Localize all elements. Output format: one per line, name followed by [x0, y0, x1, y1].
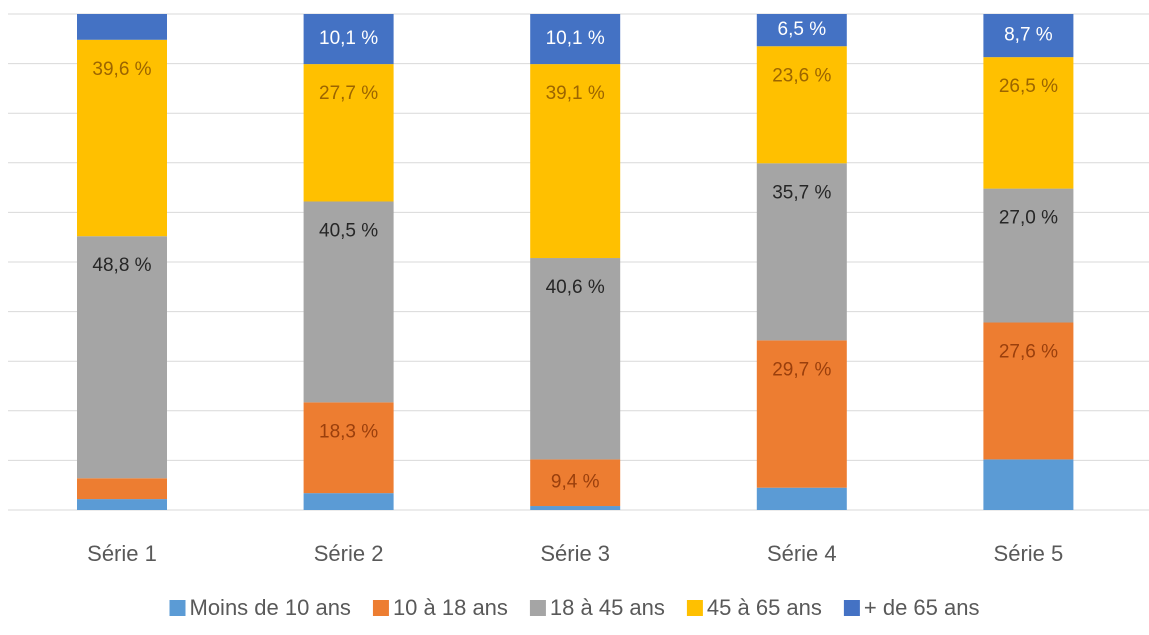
data-label: 27,0 % — [999, 208, 1058, 229]
legend-label: + de 65 ans — [864, 595, 980, 620]
data-label: 26,5 % — [999, 76, 1058, 97]
legend-label: 45 à 65 ans — [707, 595, 822, 620]
data-label: 40,5 % — [319, 221, 378, 242]
bar-segment — [983, 57, 1074, 189]
data-label: 23,6 % — [772, 65, 831, 86]
bar-segment — [77, 39, 167, 237]
bar-segment — [530, 258, 621, 460]
bar-segment — [530, 14, 621, 65]
legend-swatch — [169, 600, 186, 616]
legend-label: 18 à 45 ans — [550, 595, 665, 620]
bar-segment — [530, 506, 621, 510]
data-label: 9,4 % — [551, 472, 600, 493]
bar-segment — [303, 14, 394, 65]
x-tick-label: Série 3 — [540, 541, 610, 566]
bar-segment — [530, 64, 621, 259]
data-label: 8,7 % — [1004, 25, 1053, 46]
bar-segment — [983, 322, 1074, 460]
bar-segment — [983, 459, 1074, 510]
legend-label: 10 à 18 ans — [393, 595, 508, 620]
data-label: 10,1 % — [319, 28, 378, 49]
data-label: 29,7 % — [772, 359, 831, 380]
bar-segment — [530, 459, 621, 507]
bar-segment — [756, 340, 847, 488]
legend-swatch — [372, 600, 389, 616]
data-label: 48,8 % — [92, 255, 151, 276]
legend-swatch — [843, 600, 860, 616]
x-tick-label: Série 4 — [767, 541, 837, 566]
data-label: 39,1 % — [546, 83, 605, 104]
legend-label: Moins de 10 ans — [190, 595, 351, 620]
bar-segment — [303, 493, 394, 510]
bar-segment — [77, 14, 167, 40]
bar-segment — [77, 499, 167, 510]
bar-segment — [983, 14, 1074, 58]
bar-segment — [983, 188, 1074, 323]
bar-segment — [756, 46, 847, 164]
data-label: 27,6 % — [999, 342, 1058, 363]
bar-segment — [77, 478, 167, 500]
data-label: 39,6 % — [92, 59, 151, 80]
data-label: 10,1 % — [546, 28, 605, 49]
x-tick-label: Série 2 — [314, 541, 384, 566]
data-label: 27,7 % — [319, 83, 378, 104]
bar-segment — [303, 64, 394, 202]
bar-segment — [756, 487, 847, 510]
data-label: 6,5 % — [778, 19, 827, 40]
bar-segment — [303, 201, 394, 403]
bar-segment — [303, 402, 394, 494]
x-tick-label: Série 1 — [87, 541, 157, 566]
data-label: 40,6 % — [546, 277, 605, 298]
legend: Moins de 10 ans 10 à 18 ans 18 à 45 ans 45 … — [169, 595, 980, 620]
legend-swatch — [686, 600, 703, 616]
data-label: 35,7 % — [772, 182, 831, 203]
data-label: 18,3 % — [319, 421, 378, 442]
x-tick-label: Série 5 — [994, 541, 1064, 566]
bar-segment — [756, 163, 847, 341]
legend-swatch — [529, 600, 546, 616]
bar-segment — [77, 236, 167, 479]
bar-segment — [756, 14, 847, 47]
